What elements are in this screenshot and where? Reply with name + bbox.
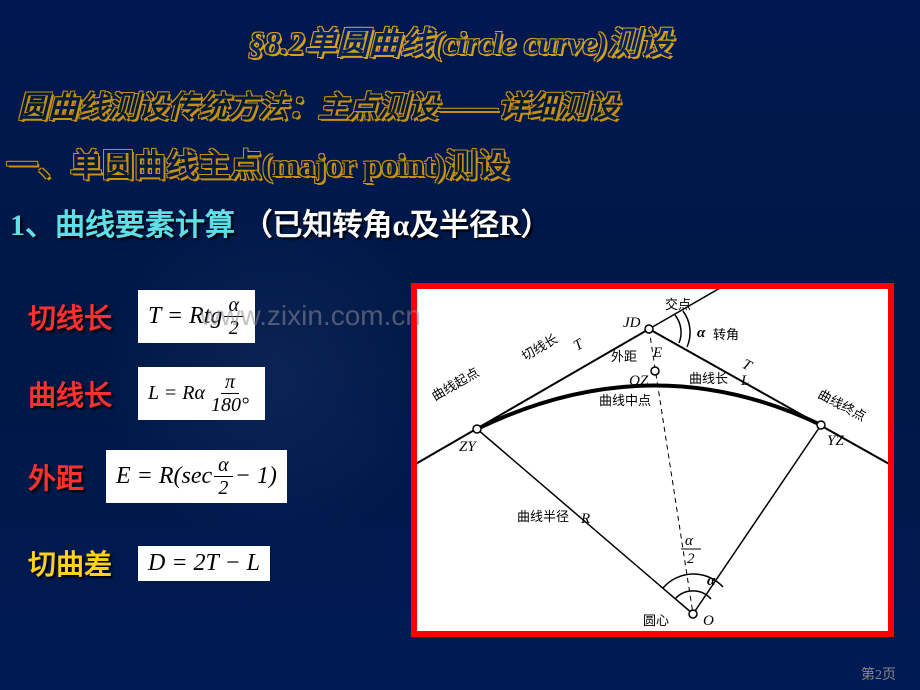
label-alpha-full: α xyxy=(707,573,716,589)
formula-external-expr: E = R(sec α 2 − 1) xyxy=(106,450,287,503)
heading2-white: （已知转角α及半径R） xyxy=(243,209,551,242)
fraction: α 2 xyxy=(214,454,233,499)
label-center-text: 圆心 xyxy=(643,613,669,628)
formula-external-label: 外距 xyxy=(28,457,106,497)
curve-diagram: 交点 JD α 转角 切线长 T T 外距 E QZ 曲线长 L 曲线中点 曲线… xyxy=(411,283,894,637)
formula-diff-expr: D = 2T − L xyxy=(138,546,270,581)
heading-section-1: 一、单圆曲线主点(major point)测设 xyxy=(0,126,920,186)
label-alpha-half-den: 2 xyxy=(687,551,695,567)
formula-list: 切线长 T = Rtg α 2 曲线长 L = Rα π 180° 外距 E =… xyxy=(28,290,287,607)
formula-external: 外距 E = R(sec α 2 − 1) xyxy=(28,450,287,503)
formula-tangent-expr: T = Rtg α 2 xyxy=(138,290,255,343)
formula-curve-label: 曲线长 xyxy=(28,374,138,414)
expr-text: E = R(sec xyxy=(116,463,212,490)
expr-text: − 1) xyxy=(235,463,277,490)
formula-diff: 切曲差 D = 2T − L xyxy=(28,543,287,583)
label-curve-mid: 曲线中点 xyxy=(599,393,651,408)
formula-diff-label: 切曲差 xyxy=(28,543,138,583)
diagram-svg: 交点 JD α 转角 切线长 T T 外距 E QZ 曲线长 L 曲线中点 曲线… xyxy=(417,289,888,631)
fraction: π 180° xyxy=(207,371,253,416)
label-curve-len: 曲线长 xyxy=(689,371,728,386)
frac-den: 2 xyxy=(225,317,243,339)
label-L: L xyxy=(740,373,749,389)
frac-num: α xyxy=(224,294,243,317)
label-yz: YZ xyxy=(827,433,844,449)
formula-tangent: 切线长 T = Rtg α 2 xyxy=(28,290,287,343)
frac-den: 180° xyxy=(207,394,253,416)
expr-text: L = Rα xyxy=(148,382,205,405)
frac-num: α xyxy=(214,454,233,477)
formula-curve: 曲线长 L = Rα π 180° xyxy=(28,367,287,420)
formula-tangent-label: 切线长 xyxy=(28,297,138,337)
label-alpha: α xyxy=(697,325,706,341)
label-T-left: T xyxy=(571,336,588,355)
heading2-cyan: 1、曲线要素计算 xyxy=(10,209,235,242)
label-turn: 转角 xyxy=(713,327,739,342)
frac-num: π xyxy=(221,371,239,394)
slide-subtitle: 圆曲线测设传统方法：主点测设——详细测设 xyxy=(0,64,920,126)
label-O: O xyxy=(703,613,714,629)
label-E: E xyxy=(652,345,662,361)
label-alpha-half-num: α xyxy=(685,533,694,549)
expr-text: T = Rtg xyxy=(148,303,222,330)
label-tangent-len: 切线长 xyxy=(519,331,560,363)
label-end: 曲线终点 xyxy=(816,386,869,424)
label-zy: ZY xyxy=(459,439,477,455)
formula-curve-expr: L = Rα π 180° xyxy=(138,367,265,420)
frac-den: 2 xyxy=(214,477,232,499)
label-jd: JD xyxy=(623,315,641,331)
label-qz: QZ xyxy=(629,373,649,389)
label-external-text: 外距 xyxy=(611,349,637,364)
page-number: 第2页 xyxy=(861,664,896,684)
label-R: R xyxy=(580,511,590,527)
label-radius-text: 曲线半径 xyxy=(517,509,569,524)
label-jd-text: 交点 xyxy=(665,297,691,312)
heading-subsection: 1、曲线要素计算 （已知转角α及半径R） xyxy=(0,186,920,244)
slide-title: §8.2单圆曲线(circle curve)测设 xyxy=(0,0,920,64)
label-start: 曲线起点 xyxy=(429,365,482,404)
fraction: α 2 xyxy=(224,294,243,339)
